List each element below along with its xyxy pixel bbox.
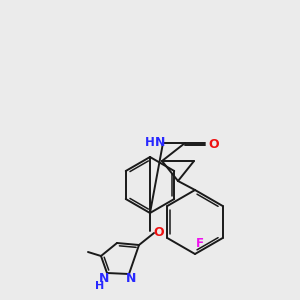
Text: N: N — [155, 136, 165, 149]
Text: O: O — [153, 226, 164, 238]
Text: N: N — [99, 272, 109, 284]
Text: H: H — [95, 281, 105, 291]
Text: H: H — [145, 136, 155, 149]
Text: F: F — [196, 237, 204, 250]
Text: O: O — [208, 137, 219, 151]
Text: N: N — [126, 272, 136, 286]
